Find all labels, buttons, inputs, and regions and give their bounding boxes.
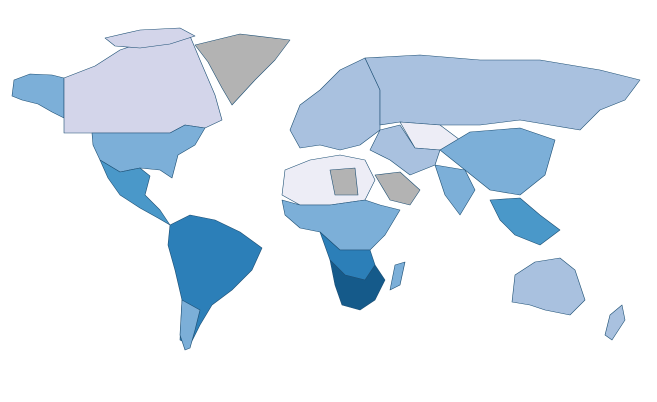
region [179,299,201,351]
region [364,54,641,131]
region [11,73,65,119]
region [369,124,441,176]
region [329,259,386,311]
region [489,197,561,246]
region [374,171,421,206]
region [194,33,291,106]
region [281,199,401,251]
region [104,27,196,49]
region [389,261,406,291]
region [289,57,381,151]
region [99,159,171,226]
region [329,167,359,196]
region [511,257,586,316]
region [281,154,376,206]
region [604,304,626,341]
region [63,35,223,134]
region [434,164,476,216]
region [439,127,556,196]
